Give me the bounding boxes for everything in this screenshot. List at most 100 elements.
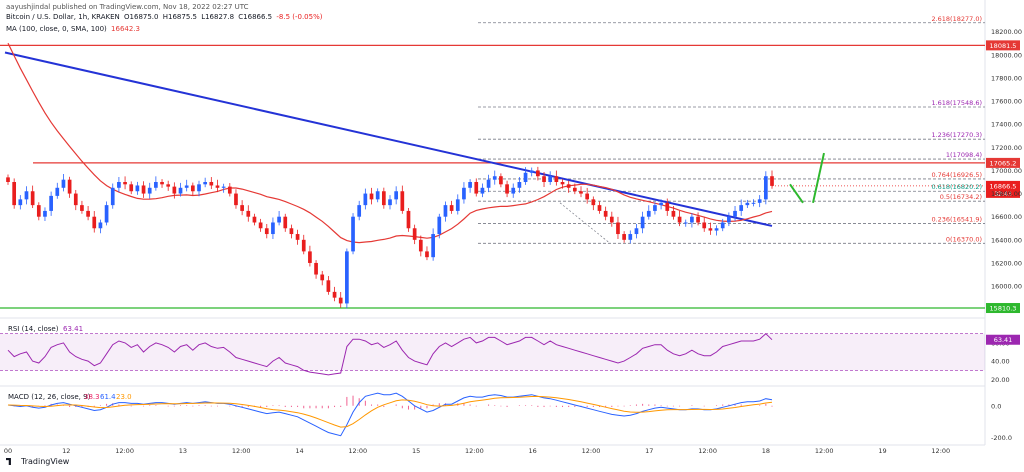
- candle-body: [462, 187, 466, 200]
- candle-body: [665, 202, 670, 211]
- rsi-tick-label: 20.00: [991, 376, 1010, 384]
- symbol-legend[interactable]: Bitcoin / U.S. Dollar, 1h, KRAKEN O16875…: [6, 13, 324, 21]
- macd-value: 38.3: [84, 393, 100, 401]
- candle-body: [178, 187, 183, 194]
- candle-body: [190, 185, 195, 192]
- candle-body: [308, 251, 312, 263]
- time-tick-label: 12:00: [815, 447, 834, 455]
- candle-body: [18, 199, 23, 206]
- candle-body: [98, 222, 103, 229]
- candle-body: [763, 176, 768, 200]
- candle-body: [73, 193, 78, 206]
- candle-body: [172, 186, 177, 194]
- candle-body: [55, 187, 60, 196]
- rsi-value: 63.41: [63, 325, 83, 333]
- candle-body: [696, 216, 700, 223]
- candle-body: [345, 251, 349, 304]
- candle-body: [418, 239, 423, 252]
- candle-body: [394, 191, 399, 200]
- grid: [0, 0, 986, 446]
- ohlc-change: -8.5 (-0.05%): [276, 13, 323, 21]
- candle-body: [147, 187, 152, 194]
- candle-body: [554, 176, 559, 183]
- rsi-line: [7, 333, 773, 376]
- candle-body: [67, 179, 72, 194]
- fib-label: 0(16370.0): [946, 235, 982, 243]
- projection-up: [812, 152, 825, 204]
- price-tick-label: 16200.00: [991, 259, 1022, 267]
- candle-body: [529, 170, 534, 173]
- candle-body: [246, 210, 251, 217]
- candle-body: [616, 222, 620, 235]
- candle-body: [123, 182, 127, 185]
- candle-body: [431, 234, 435, 258]
- time-tick-label: 12:00: [931, 447, 950, 455]
- candle-body: [110, 187, 115, 206]
- time-axis[interactable]: 00 12 12:00 13 12:00 14 12:00 15 12:00 16 12:00 17 1…: [4, 447, 950, 455]
- macd-label: MACD (12, 26, close, 9): [8, 393, 91, 401]
- macd-value: 23.0: [116, 393, 132, 401]
- candle-body: [129, 184, 134, 192]
- candle-body: [215, 185, 220, 188]
- ma-value: 16642.3: [111, 25, 140, 33]
- rsi-tick-label: 40.00: [991, 358, 1010, 366]
- candle-body: [560, 182, 565, 185]
- candle-body: [640, 216, 645, 229]
- candle-body: [221, 186, 226, 188]
- trend-line-group: [4, 51, 773, 227]
- candle-body: [653, 205, 657, 211]
- candle-body: [708, 228, 713, 231]
- price-tag-label: 18081.5: [990, 42, 1017, 50]
- signal-line: [7, 395, 773, 428]
- candle-body: [301, 239, 306, 252]
- candle-body: [117, 182, 121, 188]
- candle-body: [566, 184, 571, 188]
- candle-body: [727, 216, 731, 223]
- candle-body: [486, 179, 491, 188]
- price-tag: [986, 40, 1020, 51]
- candle-body: [295, 234, 300, 240]
- candle-body: [745, 202, 750, 206]
- candle-body: [585, 193, 590, 200]
- candle-body: [720, 222, 725, 229]
- macd-pane: MACD (12, 26, close, 9)38.3 61.4 23.0 0.0 -2…: [7, 392, 1012, 442]
- candle-body: [234, 193, 238, 206]
- candle-body: [751, 202, 756, 204]
- price-tick-label: 17600.00: [991, 98, 1022, 106]
- price-tick-label: 16600.00: [991, 213, 1022, 221]
- candle-body: [320, 274, 325, 281]
- price-tag: [986, 303, 1020, 314]
- candle-body: [166, 184, 171, 187]
- candle-body: [369, 193, 374, 200]
- candle-body: [505, 184, 509, 194]
- candle-body: [203, 182, 208, 185]
- candle-body: [622, 234, 626, 240]
- candle-body: [264, 228, 269, 235]
- candle-body: [548, 176, 553, 183]
- candle-body: [536, 170, 540, 177]
- candle-body: [357, 205, 362, 217]
- candle-body: [61, 179, 66, 188]
- candle-body: [603, 210, 608, 217]
- candle-body: [43, 210, 47, 217]
- candle-body: [406, 210, 411, 229]
- candles: [6, 166, 774, 309]
- candle-body: [252, 216, 257, 223]
- fib-label: 2.618(18277.0): [931, 15, 982, 23]
- ma-label: MA (100, close, 0, SMA, 100): [6, 25, 107, 33]
- price-tick-label: 18200.00: [991, 28, 1022, 36]
- candle-body: [480, 187, 485, 194]
- time-tick-label: 14: [295, 447, 303, 455]
- fib-label: 1.618(17548.6): [931, 99, 982, 107]
- ma-legend[interactable]: MA (100, close, 0, SMA, 100) 16642.3: [6, 25, 142, 33]
- candle-body: [492, 176, 497, 180]
- candle-body: [332, 291, 337, 298]
- price-axis[interactable]: 18200.00 18000.00 17800.00 17600.00 17400.00…: [991, 28, 1022, 290]
- candle-body: [271, 222, 275, 235]
- candle-body: [757, 199, 762, 203]
- fib-label: 0.236(16541.9): [931, 215, 982, 223]
- candle-body: [499, 176, 503, 185]
- footer-brand[interactable]: TradingView: [6, 457, 69, 466]
- candle-body: [258, 222, 263, 229]
